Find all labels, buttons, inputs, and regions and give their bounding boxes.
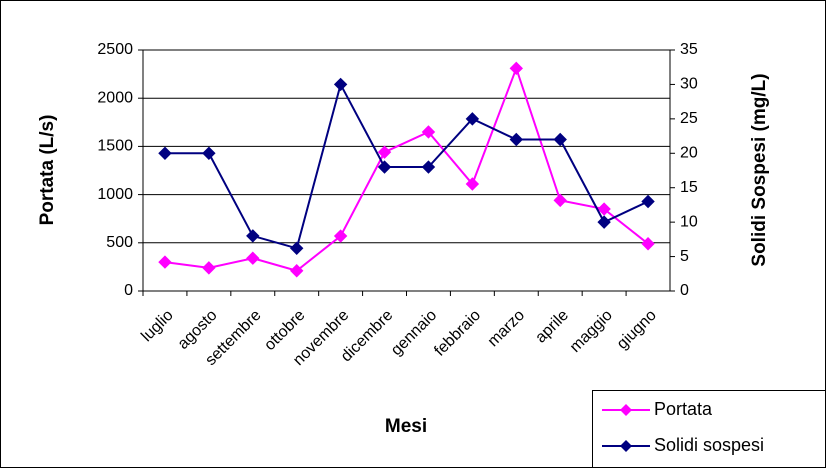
data-point bbox=[158, 146, 172, 160]
y2-tick-label: 0 bbox=[680, 282, 689, 299]
y-tick-label: 2000 bbox=[97, 89, 133, 106]
data-point bbox=[246, 251, 260, 265]
y2-tick-label: 15 bbox=[680, 179, 698, 196]
data-point bbox=[202, 146, 216, 160]
legend-label: Solidi sospesi bbox=[654, 435, 764, 455]
data-point bbox=[641, 237, 655, 251]
data-point bbox=[158, 255, 172, 269]
y2-axis-title: Solidi Sospesi (mg/L) bbox=[749, 73, 770, 266]
legend-box bbox=[592, 390, 826, 468]
data-point bbox=[465, 112, 480, 126]
data-point bbox=[509, 61, 523, 76]
x-axis-title: Mesi bbox=[385, 416, 427, 437]
data-point bbox=[333, 77, 348, 92]
y-tick-label: 2500 bbox=[97, 41, 133, 58]
y-tick-label: 1000 bbox=[97, 186, 133, 203]
data-point bbox=[202, 261, 216, 275]
y2-tick-label: 5 bbox=[680, 248, 689, 265]
y-tick-label: 500 bbox=[106, 234, 133, 251]
legend-marker bbox=[620, 404, 632, 416]
data-point bbox=[597, 202, 611, 216]
data-point bbox=[465, 177, 480, 191]
data-point bbox=[290, 264, 304, 278]
data-point bbox=[246, 229, 260, 243]
y2-tick-label: 35 bbox=[680, 41, 698, 58]
data-point bbox=[333, 229, 348, 243]
data-point bbox=[553, 193, 567, 208]
y2-tick-label: 25 bbox=[680, 110, 698, 127]
y-axis-title: Portata (L/s) bbox=[37, 115, 58, 226]
y-tick-label: 1500 bbox=[97, 138, 133, 155]
data-point bbox=[641, 194, 655, 209]
data-point bbox=[597, 215, 611, 229]
y2-tick-label: 10 bbox=[680, 213, 698, 230]
y2-tick-label: 20 bbox=[680, 145, 698, 162]
series-line bbox=[164, 81, 649, 250]
data-point bbox=[421, 160, 436, 174]
data-point bbox=[509, 132, 523, 147]
data-point bbox=[421, 125, 436, 139]
y-tick-label: 0 bbox=[124, 282, 133, 299]
legend-label: Portata bbox=[654, 399, 713, 419]
data-point bbox=[290, 241, 304, 256]
legend-marker bbox=[620, 440, 632, 452]
data-point bbox=[553, 132, 567, 147]
data-point bbox=[377, 160, 392, 174]
series-line bbox=[164, 65, 649, 272]
data-point bbox=[377, 145, 392, 159]
y2-tick-label: 30 bbox=[680, 76, 698, 93]
